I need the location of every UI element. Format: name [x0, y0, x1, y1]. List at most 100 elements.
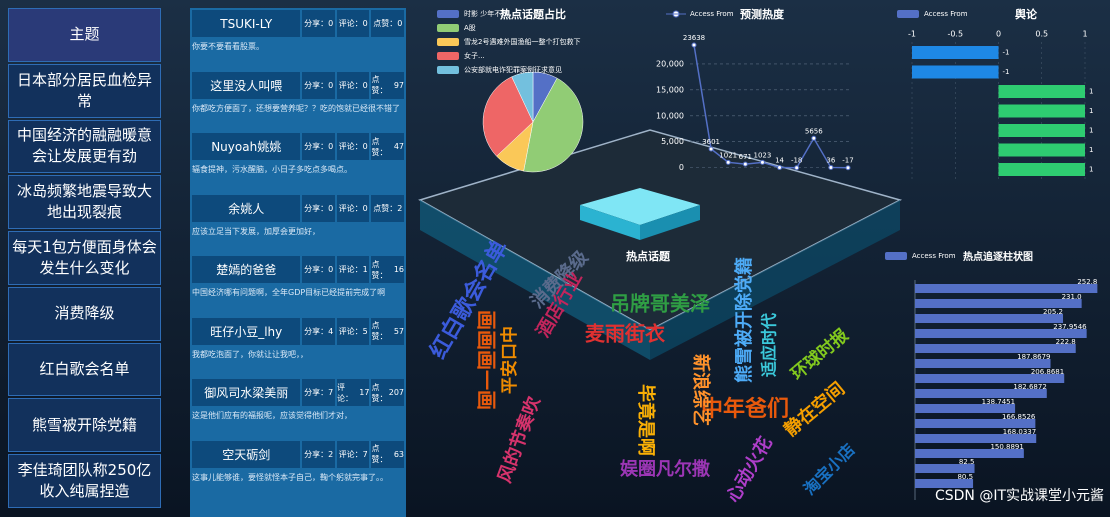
stat-like: 点赞： 16: [371, 256, 405, 283]
data-label: 80.5: [957, 473, 973, 481]
chart-title: 舆论: [1015, 7, 1038, 21]
legend-item: A股: [464, 24, 476, 32]
stat-comment: 评论： 1: [336, 256, 370, 283]
center-cube: [640, 205, 700, 240]
y-tick-label: 20,000: [656, 59, 684, 68]
bar: [915, 284, 1098, 293]
post: 空天砺剑 分享： 2 评论： 7 点赞： 63 这事儿能够谁，要怪就怪本子自己，鞠个躬就完事了…: [190, 439, 406, 501]
data-label: 206.8681: [1031, 368, 1064, 376]
center-cube: [580, 188, 700, 225]
data-label: 82.5: [959, 458, 975, 466]
legend-item: 公安部就电诈犯罪案例征求意见: [464, 65, 562, 74]
user-name: TSUKI-LY: [192, 10, 301, 37]
bar: [998, 104, 1085, 118]
chart-title: 预测热度: [740, 7, 785, 21]
line-series: [693, 44, 849, 169]
line-point: [794, 165, 800, 171]
data-label: 671: [739, 153, 752, 161]
stat-like: 点赞： 207: [371, 379, 405, 406]
data-label: 36: [826, 156, 835, 164]
post-list: TSUKI-LY 分享： 0 评论： 0 点赞： 0 你要不要看看股票。 这里没人叫喂 分享： 0 评…: [190, 8, 406, 517]
stat-like: 点赞： 47: [371, 133, 405, 160]
stat-like: 点赞： 2: [371, 194, 405, 222]
stat-label: 分享：: [304, 203, 329, 213]
bar: [998, 124, 1085, 137]
stat-label: 点赞：: [373, 203, 398, 213]
bar: [998, 143, 1085, 157]
cloud-word: 中年爸们: [701, 396, 789, 422]
stat-like: 点赞： 63: [371, 440, 405, 468]
post-stats: 御风司水梁美丽 分享： 7 评论： 17 点赞： 207: [192, 379, 405, 406]
stat-value: 0: [362, 19, 368, 28]
data-label: -18: [791, 157, 802, 165]
x-tick-label: 0.5: [1035, 30, 1048, 39]
cloud-word: 平安口中: [499, 326, 520, 394]
legend-item: Access From: [924, 10, 968, 18]
data-label: 1: [1089, 127, 1093, 135]
legend-item-swatch: [885, 252, 907, 260]
bar: [915, 329, 1087, 338]
legend-item-swatch: [897, 10, 919, 18]
stat-label: 分享：: [304, 326, 329, 336]
post-content: 这是他们应有的福报呢，应该觉得他们才对，: [192, 411, 352, 420]
data-label: 205.2: [1043, 308, 1063, 316]
user-name: 这里没人叫喂: [192, 71, 301, 99]
cloud-word: 熊雪被开除党籍: [733, 257, 755, 383]
topic-item: 消费降级: [8, 286, 161, 341]
post-stats: 这里没人叫喂 分享： 0 评论： 0 点赞： 97: [192, 71, 405, 99]
stat-share: 分享： 4: [302, 317, 335, 345]
bar: [915, 464, 975, 473]
line-point: [725, 159, 731, 165]
x-tick-label: 0: [996, 30, 1001, 39]
stat-value: 207: [388, 388, 405, 397]
stat-value: 57: [393, 326, 405, 336]
bar: [915, 359, 1051, 368]
legend-item: 雪龙2号遇难外国渔船一整个打包救下: [464, 37, 580, 46]
bar: [915, 374, 1065, 383]
user-name: 旺仔小豆_lhy: [192, 317, 301, 345]
data-label: 1: [1089, 146, 1093, 154]
topic-header: 主题: [8, 8, 161, 62]
data-label: 1021: [719, 151, 737, 159]
bar: [998, 85, 1085, 98]
topic-item: 熊雪被开除党籍: [8, 398, 161, 453]
bar: [915, 314, 1064, 323]
stat-value: 7: [328, 388, 334, 397]
bar: [915, 344, 1076, 353]
stat-comment: 评论： 0: [336, 71, 370, 99]
stat-label: 点赞：: [373, 19, 398, 28]
bar: [915, 299, 1082, 308]
data-label: 1: [1089, 88, 1093, 96]
post-content: 你要不要看看股票。: [192, 42, 264, 51]
stat-value: 17: [359, 388, 370, 397]
stat-label: 点赞：: [371, 382, 388, 403]
legend-item: 时影 少年不知: [464, 9, 508, 18]
stat-comment: 评论： 0: [336, 194, 370, 222]
pie-slice: [523, 77, 584, 173]
stat-label: 点赞：: [371, 321, 388, 341]
data-label: -1: [1003, 68, 1010, 76]
stat-label: 分享：: [304, 142, 329, 151]
user-name: 空天砺剑: [192, 440, 301, 468]
post-content: 辐食提神，污水醒脑，小日子多吃点多喝点。: [192, 165, 352, 174]
line-point: [811, 135, 817, 141]
stat-label: 评论：: [338, 265, 363, 274]
post-content: 你都吃方便面了，还想要营养呢？？吃的饱就已经很不错了: [192, 103, 400, 113]
stat-like: 点赞： 97: [371, 71, 405, 99]
stat-value: 16: [393, 265, 405, 274]
chart-title: 热点话题占比: [500, 7, 566, 21]
stat-value: 5: [362, 326, 368, 336]
legend-item: 女子...: [464, 51, 485, 60]
data-label: 1023: [754, 151, 772, 159]
data-label: 150.8891: [990, 443, 1023, 451]
y-tick-label: 5,000: [661, 137, 684, 146]
stat-label: 评论：: [338, 19, 363, 28]
stat-label: 评论：: [338, 326, 363, 336]
stat-value: 47: [393, 142, 405, 151]
post-content: 我都吃泡面了，你就让让我吧，，: [192, 349, 308, 359]
post-content: 这事儿能够谁，要怪就怪本子自己，鞠个躬就完事了。。: [192, 472, 388, 482]
stat-like: 点赞： 57: [371, 317, 405, 345]
data-label: 1: [1089, 166, 1093, 174]
topic-item: 每天1包方便面身体会发生什么变化: [8, 231, 161, 285]
post: 余姚人 分享： 0 评论： 0 点赞： 2 应该立足当下发展，加厚会更加好，: [190, 193, 406, 255]
